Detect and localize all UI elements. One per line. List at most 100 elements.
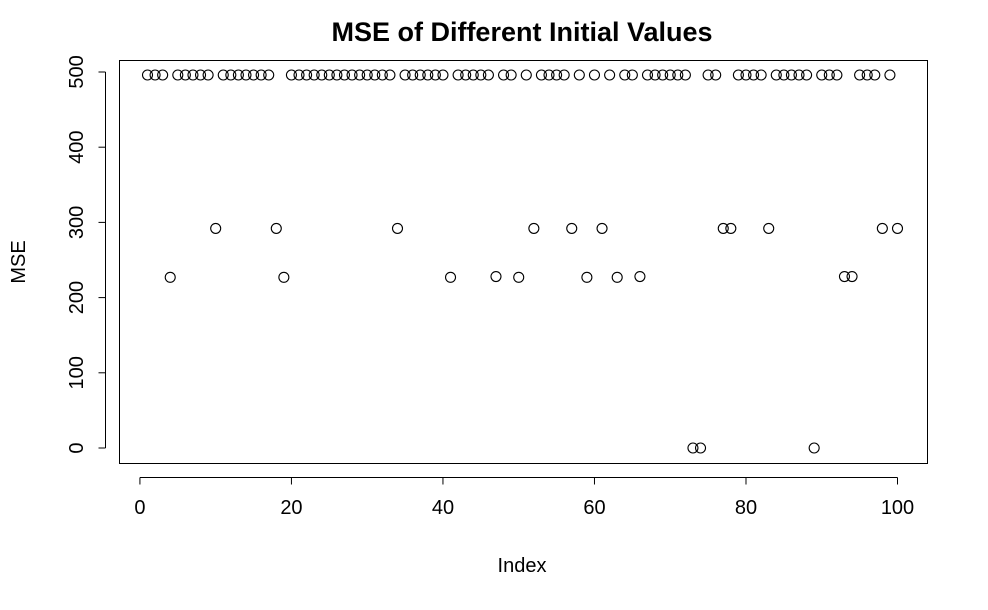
data-point xyxy=(141,69,154,81)
data-point xyxy=(884,69,896,81)
data-point xyxy=(263,69,275,81)
data-point xyxy=(217,69,229,81)
data-point xyxy=(399,69,411,81)
data-point xyxy=(429,69,441,81)
data-point xyxy=(346,69,358,81)
data-point xyxy=(240,69,252,81)
data-point xyxy=(702,69,714,81)
data-point xyxy=(149,69,161,81)
x-tick-label: 60 xyxy=(583,497,605,519)
data-point xyxy=(694,442,707,454)
data-point xyxy=(626,69,638,81)
y-tick-label: 400 xyxy=(66,131,88,164)
data-point xyxy=(672,69,684,81)
plot-frame xyxy=(119,60,928,464)
data-point xyxy=(588,69,601,81)
data-point xyxy=(876,222,888,234)
y-axis: 0 100 200 300 400 500 xyxy=(66,55,106,454)
data-point xyxy=(869,69,881,81)
data-point xyxy=(535,69,547,81)
data-point xyxy=(361,69,373,81)
data-point xyxy=(437,69,449,81)
data-point xyxy=(838,270,851,283)
data-point xyxy=(528,222,540,234)
data-point xyxy=(649,69,661,81)
data-point xyxy=(444,271,457,283)
data-point xyxy=(323,69,335,81)
y-tick-label: 300 xyxy=(66,206,88,239)
data-point xyxy=(558,69,570,81)
data-point xyxy=(194,69,207,81)
data-point xyxy=(891,222,904,234)
data-point xyxy=(384,69,396,81)
data-point xyxy=(854,69,866,81)
data-point xyxy=(172,69,184,81)
data-point xyxy=(376,69,388,81)
data-point xyxy=(763,222,775,234)
data-point xyxy=(248,69,260,81)
data-point xyxy=(164,271,176,283)
data-point xyxy=(520,69,532,81)
data-point xyxy=(179,69,191,81)
data-point xyxy=(755,69,767,81)
data-point xyxy=(467,69,479,81)
data-point xyxy=(846,270,858,283)
y-tick-label: 100 xyxy=(66,356,88,389)
data-point xyxy=(641,69,654,81)
data-point xyxy=(285,69,297,81)
data-point xyxy=(611,271,623,283)
data-point xyxy=(482,69,494,81)
data-point xyxy=(157,69,169,81)
data-point xyxy=(187,69,199,81)
data-point xyxy=(816,69,828,81)
data-point xyxy=(793,69,805,81)
data-points xyxy=(141,69,904,454)
data-point xyxy=(513,271,525,283)
data-point xyxy=(316,69,328,81)
data-point xyxy=(634,270,646,283)
data-point xyxy=(770,69,782,81)
y-tick-label: 0 xyxy=(66,442,88,453)
data-point xyxy=(604,69,616,81)
x-tick-label: 20 xyxy=(280,497,302,519)
y-tick-label: 500 xyxy=(66,55,88,88)
data-point xyxy=(475,69,487,81)
data-point xyxy=(369,69,381,81)
data-point xyxy=(861,69,873,81)
data-point xyxy=(543,69,555,81)
data-point xyxy=(278,271,290,283)
data-point xyxy=(732,69,744,81)
y-axis-label: MSE xyxy=(8,240,30,283)
data-point xyxy=(498,69,510,81)
data-point xyxy=(664,69,676,81)
data-point xyxy=(596,222,608,234)
data-point xyxy=(422,69,434,81)
data-point xyxy=(573,69,585,81)
data-point xyxy=(679,69,691,81)
x-axis: 0 20 40 60 80 100 xyxy=(134,477,914,519)
data-point xyxy=(293,69,305,81)
data-point xyxy=(308,69,320,81)
data-point xyxy=(452,69,464,81)
data-point xyxy=(566,222,578,234)
data-point xyxy=(778,69,790,81)
data-point xyxy=(301,69,313,81)
data-point xyxy=(657,69,669,81)
data-point xyxy=(687,442,699,454)
data-point xyxy=(581,271,593,283)
x-tick-label: 40 xyxy=(432,497,454,519)
data-point xyxy=(338,69,351,81)
x-tick-label: 0 xyxy=(134,497,145,519)
data-point xyxy=(460,69,472,81)
data-point xyxy=(748,69,760,81)
data-point xyxy=(725,222,737,234)
data-point xyxy=(202,69,214,81)
data-point xyxy=(490,270,502,283)
data-point xyxy=(210,222,222,234)
data-point xyxy=(407,69,419,81)
data-point xyxy=(354,69,366,81)
data-point xyxy=(232,69,244,81)
data-point xyxy=(831,69,843,81)
data-point xyxy=(270,222,282,234)
